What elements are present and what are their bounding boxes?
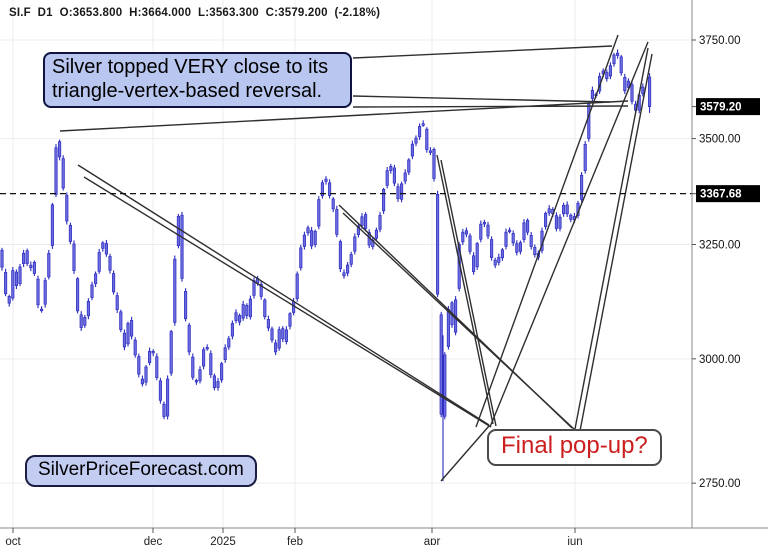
svg-text:2750.00: 2750.00	[699, 478, 741, 490]
trendline-ascending-2	[489, 41, 649, 428]
candles	[0, 49, 652, 482]
final-popup-label: Final pop-up?	[487, 429, 662, 466]
trendline-descending-3b	[440, 159, 497, 427]
svg-text:3367.68: 3367.68	[700, 189, 742, 201]
trendline-descending-2b	[342, 212, 576, 431]
trendline-descending-1b	[83, 176, 492, 428]
svg-text:apr: apr	[424, 536, 441, 545]
svg-text:3750.00: 3750.00	[699, 35, 741, 47]
annotation-note-line2: triangle-vertex-based reversal.	[52, 80, 323, 102]
trendlines	[59, 34, 653, 482]
trendline-descending-3a	[436, 154, 494, 425]
time-axis-labels: oct dec 2025 feb apr jun	[5, 528, 583, 545]
svg-text:3250.00: 3250.00	[699, 239, 741, 251]
axes	[0, 0, 768, 529]
svg-text:jun: jun	[566, 536, 582, 545]
trendline-descending-1a	[77, 164, 490, 426]
trendline-ascending-3b	[579, 53, 653, 432]
annotation-note: Silver topped VERY close to its triangle…	[43, 52, 352, 108]
trendline-reversal-line-2	[352, 105, 629, 108]
svg-text:oct: oct	[5, 536, 21, 545]
annotation-note-line1: Silver topped VERY close to its	[52, 56, 329, 78]
svg-text:dec: dec	[144, 536, 163, 545]
watermark-link[interactable]: SilverPriceForecast.com	[25, 455, 257, 487]
trendline-callout-mid	[352, 95, 611, 103]
trendline-ascending-3a	[574, 47, 649, 430]
svg-text:3579.20: 3579.20	[700, 102, 742, 114]
trendline-callout-top	[352, 45, 613, 59]
svg-text:2025: 2025	[210, 536, 236, 545]
trendline-spike-pointer	[440, 425, 490, 482]
price-axis-labels: 3750.00 3579.20 3500.00 3367.68 3250.00 3000.…	[692, 35, 760, 490]
svg-text:feb: feb	[287, 536, 303, 545]
svg-text:3000.00: 3000.00	[699, 354, 741, 366]
svg-text:3500.00: 3500.00	[699, 134, 741, 146]
trendline-ascending-1	[475, 34, 619, 428]
ohlc-header: SI.F D1 O:3653.800 H:3664.000 L:3563.300…	[9, 7, 381, 19]
